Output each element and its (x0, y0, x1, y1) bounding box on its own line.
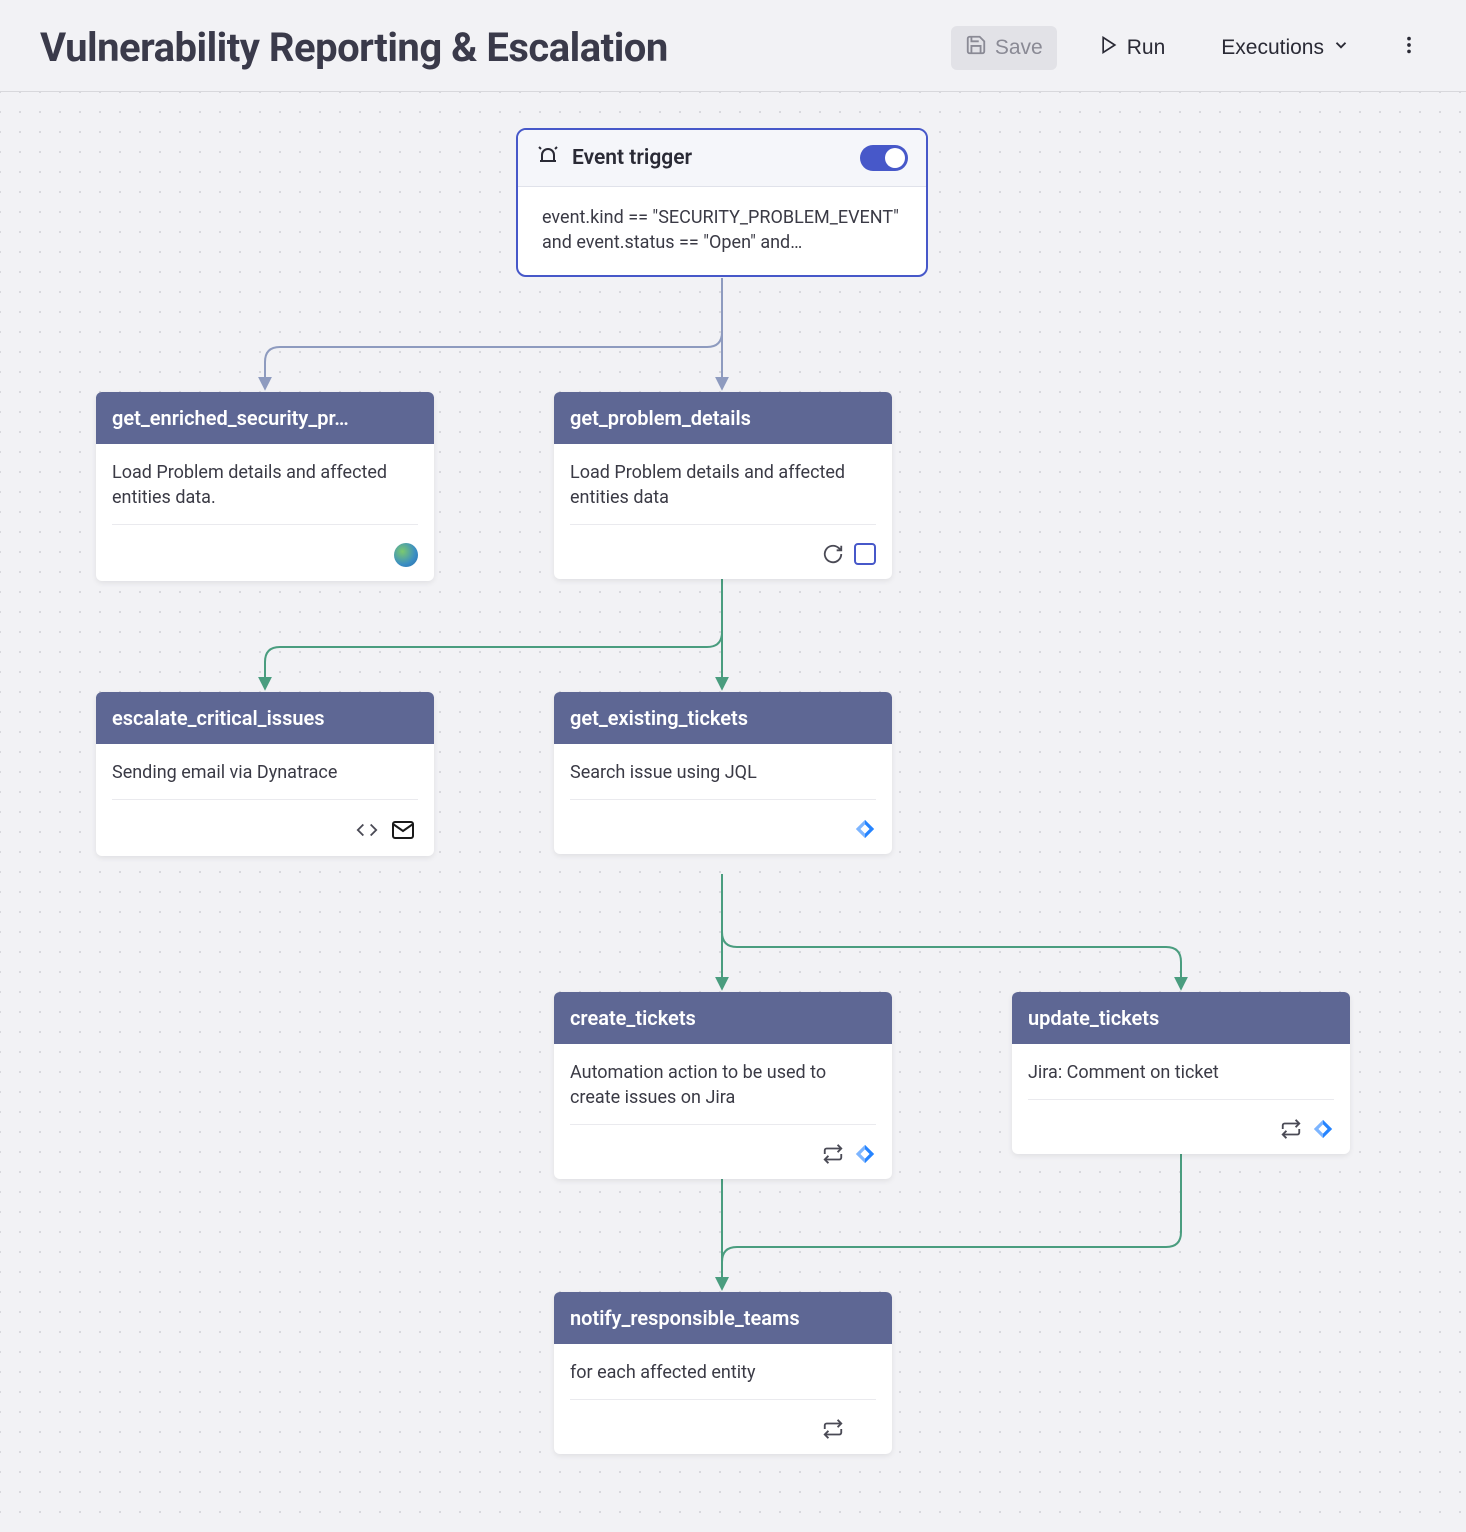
node-description: Sending email via Dynatrace (112, 760, 418, 800)
workflow-node-get_existing_tickets[interactable]: get_existing_tickets Search issue using J… (554, 692, 892, 854)
slack-icon (854, 1418, 876, 1440)
run-button[interactable]: Run (1085, 27, 1180, 69)
page-title: Vulnerability Reporting & Escalation (40, 24, 668, 71)
header-actions: Save Run Executions (951, 26, 1426, 70)
trigger-header: Event trigger (518, 130, 926, 187)
node-footer (554, 1133, 892, 1179)
save-label: Save (995, 36, 1043, 60)
node-title: get_enriched_security_pr… (96, 392, 434, 444)
trigger-body: event.kind == "SECURITY_PROBLEM_EVENT" a… (518, 187, 926, 275)
refresh-icon (822, 543, 844, 565)
node-description: Load Problem details and affected entiti… (112, 460, 418, 525)
header: Vulnerability Reporting & Escalation Sav… (0, 0, 1466, 92)
workflow-node-get_problem_details[interactable]: get_problem_details Load Problem details … (554, 392, 892, 579)
node-description: Search issue using JQL (570, 760, 876, 800)
dots-vertical-icon (1398, 34, 1420, 62)
workflow-node-notify_responsible_teams[interactable]: notify_responsible_teamsfor each affecte… (554, 1292, 892, 1454)
workflow-node-get_enriched_security_pr[interactable]: get_enriched_security_pr… Load Problem de… (96, 392, 434, 581)
node-title: escalate_critical_issues (96, 692, 434, 744)
workflow-node-update_tickets[interactable]: update_tickets Jira: Comment on ticket (1012, 992, 1350, 1154)
mail-icon (388, 818, 418, 842)
play-icon (1099, 35, 1119, 61)
node-description: Jira: Comment on ticket (1028, 1060, 1334, 1100)
trigger-toggle[interactable] (860, 145, 908, 171)
save-button[interactable]: Save (951, 26, 1057, 70)
node-footer (1012, 1108, 1350, 1154)
node-title: notify_responsible_teams (554, 1292, 892, 1344)
node-body: Search issue using JQL (554, 744, 892, 808)
code-icon (356, 819, 378, 841)
chevron-down-icon (1332, 36, 1350, 60)
workflow-node-escalate_critical_issues[interactable]: escalate_critical_issues Sending email vi… (96, 692, 434, 856)
node-body: Sending email via Dynatrace (96, 744, 434, 808)
node-title: get_existing_tickets (554, 692, 892, 744)
node-body: Load Problem details and affected entiti… (554, 444, 892, 533)
trigger-condition: event.kind == "SECURITY_PROBLEM_EVENT" a… (542, 205, 902, 255)
node-title: get_problem_details (554, 392, 892, 444)
node-description: Automation action to be used to create i… (570, 1060, 876, 1125)
loop-icon (1280, 1118, 1302, 1140)
grid-icon (854, 543, 876, 565)
loop-icon (822, 1418, 844, 1440)
trigger-title: Event trigger (572, 146, 692, 170)
node-footer (96, 808, 434, 856)
jira-icon (854, 1143, 876, 1165)
node-body: for each affected entity (554, 1344, 892, 1408)
node-body: Jira: Comment on ticket (1012, 1044, 1350, 1108)
jira-icon (1312, 1118, 1334, 1140)
node-footer (554, 533, 892, 579)
alert-icon (536, 144, 560, 172)
node-body: Automation action to be used to create i… (554, 1044, 892, 1133)
node-description: for each affected entity (570, 1360, 876, 1400)
executions-label: Executions (1221, 36, 1324, 60)
node-title: update_tickets (1012, 992, 1350, 1044)
jira-icon (854, 818, 876, 840)
globe-icon (394, 543, 418, 567)
run-label: Run (1127, 36, 1166, 60)
node-title: create_tickets (554, 992, 892, 1044)
node-body: Load Problem details and affected entiti… (96, 444, 434, 533)
more-menu-button[interactable] (1392, 26, 1426, 70)
loop-icon (822, 1143, 844, 1165)
executions-button[interactable]: Executions (1207, 28, 1364, 68)
workflow-canvas[interactable]: Event trigger event.kind == "SECURITY_PR… (0, 92, 1466, 1524)
workflow-node-create_tickets[interactable]: create_tickets Automation action to be us… (554, 992, 892, 1179)
node-footer (96, 533, 434, 581)
save-icon (965, 34, 987, 62)
node-description: Load Problem details and affected entiti… (570, 460, 876, 525)
node-footer (554, 808, 892, 854)
node-footer (554, 1408, 892, 1454)
trigger-node[interactable]: Event trigger event.kind == "SECURITY_PR… (516, 128, 928, 277)
